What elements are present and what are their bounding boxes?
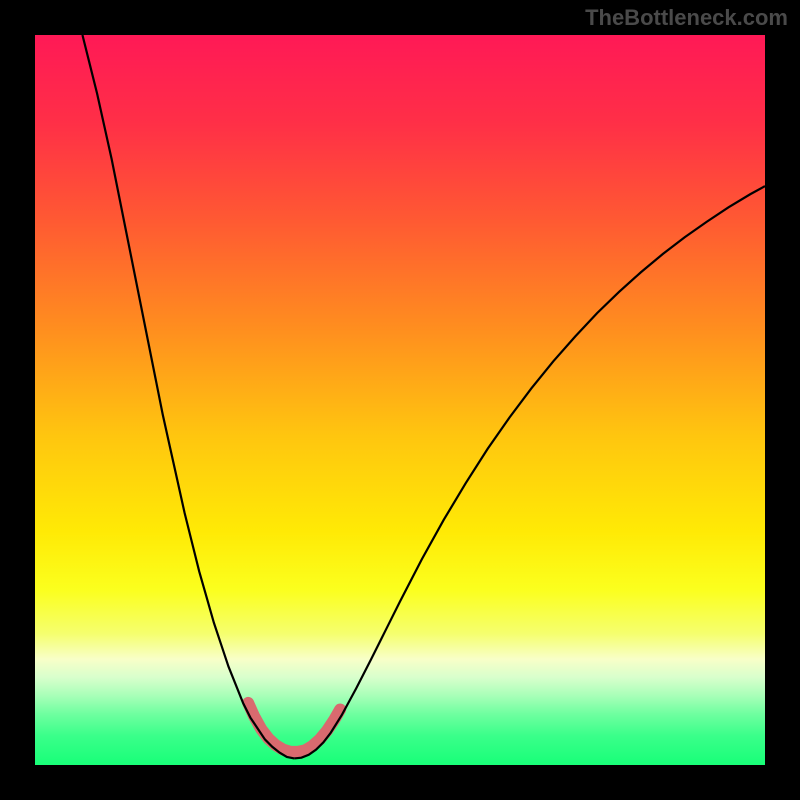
- valley-highlight-curve: [248, 703, 340, 752]
- chart-plot-area: [35, 35, 765, 765]
- chart-curves-layer: [35, 35, 765, 765]
- bottleneck-curve-right: [294, 186, 765, 758]
- bottleneck-curve-left: [82, 35, 294, 758]
- watermark-text: TheBottleneck.com: [585, 5, 788, 31]
